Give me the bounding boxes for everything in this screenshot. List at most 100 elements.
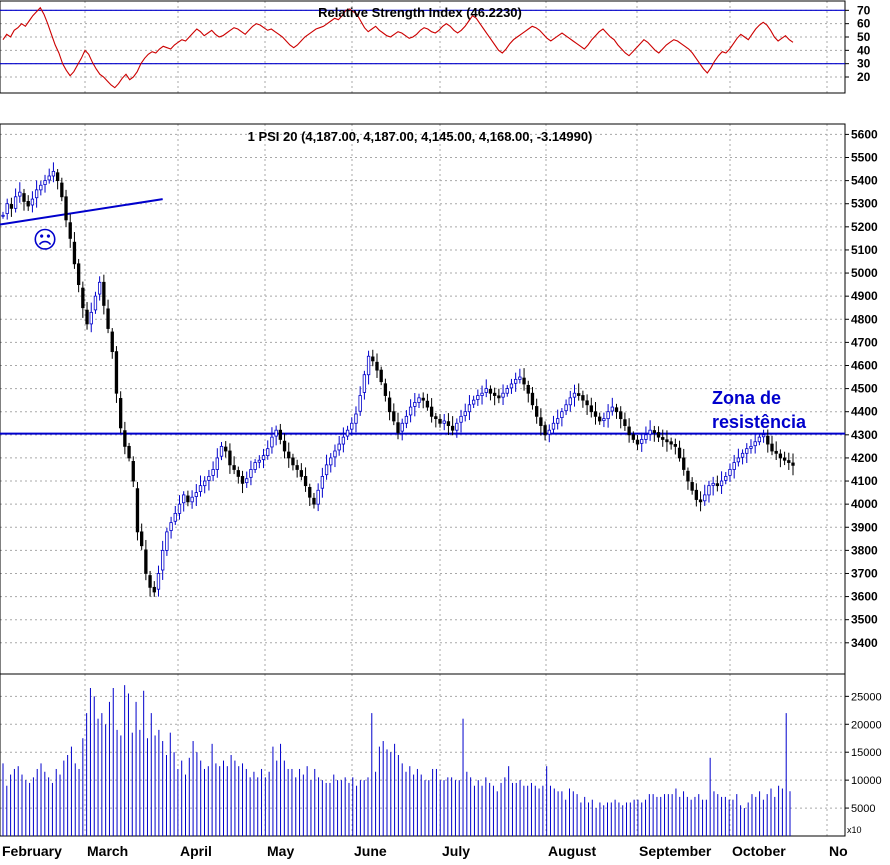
- rsi-panel-frame: [0, 0, 846, 94]
- price-tick-label: 5000: [851, 266, 878, 280]
- candle-body: [26, 201, 30, 207]
- candle-body: [39, 184, 43, 191]
- candle-body: [488, 388, 493, 394]
- price-tick-label: 4700: [851, 335, 878, 349]
- candle-body: [161, 549, 165, 571]
- candle-body: [610, 406, 614, 412]
- month-label: March: [87, 843, 128, 859]
- candle-body: [501, 392, 505, 398]
- candle-body: [413, 402, 417, 407]
- candle-body: [203, 480, 207, 487]
- candle-body: [350, 422, 354, 430]
- candle-body: [169, 522, 173, 531]
- candle-body: [732, 462, 736, 470]
- rsi-tick-label: 60: [857, 17, 871, 31]
- candle-body: [18, 191, 22, 197]
- candle-body: [358, 395, 362, 412]
- candle-body: [446, 421, 451, 426]
- candle-body: [148, 575, 152, 588]
- volume-tick-label: 15000: [851, 747, 882, 759]
- price-tick-label: 4000: [851, 497, 878, 511]
- candle-body: [51, 170, 56, 177]
- price-tick-label: 5600: [851, 127, 878, 141]
- volume-tick-label: 20000: [851, 719, 882, 731]
- candle-body: [757, 436, 762, 443]
- candle-body: [249, 469, 253, 478]
- candle-body: [274, 429, 278, 437]
- sad-face-icon: ☹: [32, 227, 57, 254]
- candle-body: [102, 281, 106, 306]
- candle-body: [207, 476, 211, 481]
- candle-body: [455, 422, 459, 431]
- rsi-tick-label: 30: [857, 57, 871, 71]
- candle-body: [450, 425, 455, 431]
- month-label: February: [2, 843, 62, 859]
- price-tick-label: 5200: [851, 220, 878, 234]
- month-label: June: [354, 843, 387, 859]
- candle-body: [68, 222, 72, 239]
- month-label: April: [180, 843, 212, 859]
- price-tick-labels: 3400 3500 3600 3700 3800 3900 4000 4100 4200 4300…: [845, 127, 878, 650]
- candle-body: [312, 497, 316, 505]
- candle-body: [30, 198, 35, 206]
- candle-body: [127, 445, 131, 459]
- candle-body: [665, 439, 669, 443]
- candle-body: [76, 263, 81, 286]
- candle-body: [656, 432, 661, 438]
- candle-body: [766, 435, 770, 445]
- candle-body: [64, 196, 68, 221]
- candle-body: [715, 483, 720, 487]
- candle-body: [589, 405, 593, 413]
- price-tick-label: 3900: [851, 520, 878, 534]
- candle-body: [266, 448, 270, 457]
- candle-body: [547, 429, 551, 435]
- candle-body: [43, 180, 47, 185]
- candle-body: [686, 470, 690, 482]
- rsi-tick-label: 70: [857, 3, 871, 17]
- candle-body: [165, 531, 169, 551]
- candle-body: [429, 406, 434, 417]
- candle-body: [425, 400, 430, 408]
- candle-body: [442, 420, 446, 424]
- candle-body: [438, 418, 442, 424]
- candle-body: [211, 469, 215, 476]
- candle-body: [215, 457, 219, 470]
- candle-body: [593, 411, 598, 417]
- candle-body: [131, 460, 135, 482]
- candle-body: [682, 457, 686, 470]
- candle-body: [110, 331, 114, 353]
- price-tick-label: 3700: [851, 566, 878, 580]
- volume-tick-label: 25000: [851, 691, 882, 703]
- candle-body: [156, 573, 161, 590]
- candle-body: [724, 476, 728, 481]
- candle-body: [648, 429, 652, 435]
- candle-body: [72, 241, 77, 265]
- candle-body: [518, 376, 522, 380]
- price-tick-label: 4100: [851, 474, 878, 488]
- candle-body: [114, 351, 119, 394]
- rsi-tick-label: 50: [857, 30, 871, 44]
- candle-body: [287, 451, 291, 459]
- candle-body: [316, 489, 320, 505]
- month-axis-labels: February March April May June July August Septe…: [2, 843, 848, 859]
- candle-body: [404, 415, 409, 424]
- month-label: No: [829, 843, 848, 859]
- candle-body: [308, 486, 312, 498]
- candle-body: [173, 512, 177, 522]
- candle-body: [278, 429, 283, 440]
- candle-body: [476, 395, 480, 400]
- candle-body: [736, 457, 741, 463]
- candle-body: [106, 308, 110, 329]
- candle-body: [270, 436, 274, 448]
- candle-body: [144, 549, 148, 574]
- candle-body: [572, 392, 577, 398]
- candle-body: [606, 411, 610, 420]
- price-tick-label: 5300: [851, 197, 878, 211]
- candle-body: [9, 204, 14, 209]
- candle-body: [526, 384, 530, 394]
- volume-scale-footnote: x10: [847, 825, 862, 835]
- candle-body: [186, 495, 190, 503]
- candle-body: [329, 457, 333, 466]
- candle-body: [568, 397, 572, 406]
